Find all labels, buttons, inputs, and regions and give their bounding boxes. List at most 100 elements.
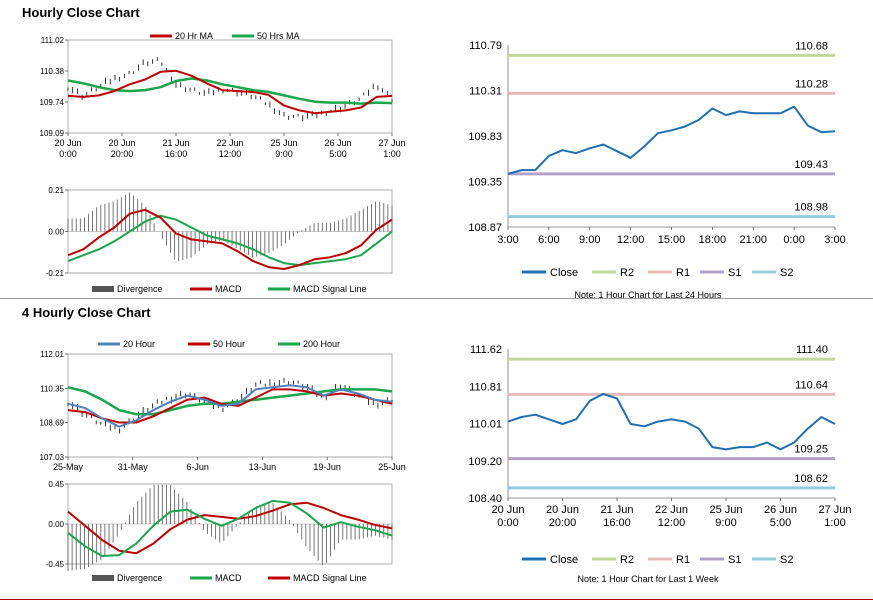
hourly-levels-legend-label: R1 [676,267,690,279]
four-hourly-levels-x-label: 12:00 [658,517,686,529]
hourly-macd-line [67,208,393,270]
hourly-levels-x-label: 18:00 [699,234,727,246]
four-hourly-levels-y-label: 110.01 [469,419,502,431]
four-hourly-levels-x-label: 26 Jun [764,504,797,516]
hourly-price-x-label: 27 Jun [378,138,405,148]
section-divider [0,298,873,299]
hourly-price-x-label: 20:00 [111,149,134,159]
hourly-price-x-label: 22 Jun [216,138,243,148]
four-hourly-levels-legend-label: R2 [620,554,634,566]
hourly-price-x-label: 26 Jun [324,138,351,148]
four-hourly-price-y-label: 108.69 [40,419,65,428]
hourly-price-x-label: 9:00 [275,149,293,159]
hourly-macd-y-label: 0.00 [48,228,64,237]
four-hourly-20-hour-line [67,384,393,428]
four-hourly-legend-20-hour: 20 Hour [123,339,155,349]
hourly-levels-x-label: 3:00 [824,234,845,246]
hourly-50hr-ma-line [67,77,393,105]
hourly-price-y-label: 111.02 [41,36,65,45]
hourly-levels-x-label: 6:00 [538,234,559,246]
hourly-levels-legend-label: R2 [620,267,634,279]
hourly-levels-legend-label: Close [550,267,578,279]
hourly-levels-legend-label: S1 [728,267,741,279]
four-hourly-levels-x-label: 9:00 [715,517,736,529]
hourly-levels-x-label: 9:00 [579,234,600,246]
hourly-price-x-label: 1:00 [383,149,401,159]
four-hourly-levels-legend-label: S2 [780,554,793,566]
hourly-price-y-label: 109.74 [40,98,65,107]
hourly-levels-x-label: 15:00 [658,234,686,246]
hourly-levels-y-label: 109.35 [468,177,502,189]
hourly-20hr-ma-line [67,69,393,115]
hourly-price-x-label: 25 Jun [270,138,297,148]
hourly-legend-divergence-swatch [92,286,114,292]
four-hourly-levels-x-label: 16:00 [603,517,631,529]
four-hourly-levels-level-label: 111.40 [796,344,828,356]
four-hourly-price-x-label: 31-May [118,462,149,472]
four-hourly-levels-x-label: 20:00 [549,517,577,529]
four-hourly-legend-50-hour: 50 Hour [213,339,245,349]
four-hourly-section-title: 4 Hourly Close Chart [22,305,151,320]
four-hourly-price-y-label: 110.35 [40,384,64,393]
four-hourly-macd-y-label: -0.45 [46,560,65,569]
four-hourly-levels-x-label: 21 Jun [600,504,633,516]
hourly-levels-x-label: 21:00 [739,234,767,246]
hourly-levels-y-label: 110.79 [469,40,502,52]
hourly-levels-y-label: 110.31 [469,86,502,98]
four-hourly-macd-signal-line [67,501,393,555]
hourly-macd-y-label: 0.21 [48,186,64,195]
hourly-price-y-label: 110.38 [40,67,64,76]
hourly-levels-y-label: 109.83 [468,131,502,143]
four-hourly-levels-note: Note: 1 Hour Chart for Last 1 Week [578,574,719,584]
four-hourly-price-x-label: 13-Jun [249,462,277,472]
bottom-divider [0,599,873,600]
hourly-price-x-label: 0:00 [59,149,77,159]
hourly-levels-close-line [507,105,836,175]
four-hourly-levels-level-label: 110.64 [795,379,828,391]
four-hourly-price-x-label: 25-May [53,462,84,472]
four-hourly-levels-y-label: 110.81 [469,381,502,393]
four-hourly-levels-x-label: 22 Jun [655,504,688,516]
four-hourly-legend-macd: MACD [215,573,242,583]
four-hourly-levels-y-label: 111.62 [470,344,502,356]
hourly-legend-20hr-ma: 20 Hr MA [175,31,213,41]
four-hourly-price-x-label: 19-Jun [313,462,341,472]
hourly-levels-x-label: 12:00 [617,234,645,246]
four-hourly-levels-x-label: 27 Jun [818,504,851,516]
hourly-price-y-label: 109.09 [40,129,65,138]
four-hourly-levels-x-label: 25 Jun [709,504,742,516]
hourly-price-x-label: 20 Jun [54,138,81,148]
four-hourly-levels-x-label: 1:00 [824,517,845,529]
hourly-legend-macd: MACD [215,284,242,294]
hourly-macd-signal-line [67,214,393,267]
four-hourly-legend-divergence: Divergence [117,573,163,583]
four-hourly-levels-close-line [507,392,836,451]
hourly-price-x-label: 20 Jun [108,138,135,148]
four-hourly-macd-y-label: 0.45 [48,480,64,489]
four-hourly-price-y-label: 112.01 [40,350,64,359]
four-hourly-levels-x-label: 0:00 [497,517,518,529]
hourly-levels-level-label: 108.98 [794,202,828,214]
hourly-legend-macd-signal: MACD Signal Line [293,284,367,294]
hourly-price-x-label: 12:00 [219,149,242,159]
four-hourly-levels-legend-label: S1 [728,554,741,566]
hourly-levels-level-label: 110.68 [795,40,828,52]
hourly-levels-y-label: 108.87 [468,222,502,234]
four-hourly-levels-x-label: 20 Jun [491,504,524,516]
four-hourly-levels-level-label: 109.25 [794,444,828,456]
four-hourly-levels-x-label: 5:00 [770,517,791,529]
four-hourly-legend-divergence-swatch [92,575,114,581]
four-hourly-levels-level-label: 108.62 [794,473,828,485]
hourly-levels-legend-label: S2 [780,267,793,279]
hourly-levels-note: Note: 1 Hour Chart for Last 24 Hours [574,290,722,300]
hourly-levels-x-label: 3:00 [497,234,518,246]
four-hourly-levels-legend-label: Close [550,554,578,566]
four-hourly-macd-line [67,499,393,557]
four-hourly-levels-y-label: 108.40 [468,493,502,505]
four-hourly-macd-y-label: 0.00 [48,520,64,529]
hourly-levels-level-label: 109.43 [794,159,828,171]
four-hourly-price-y-label: 107.03 [40,453,65,462]
four-hourly-levels-x-label: 20 Jun [546,504,579,516]
hourly-levels-x-label: 0:00 [783,234,804,246]
